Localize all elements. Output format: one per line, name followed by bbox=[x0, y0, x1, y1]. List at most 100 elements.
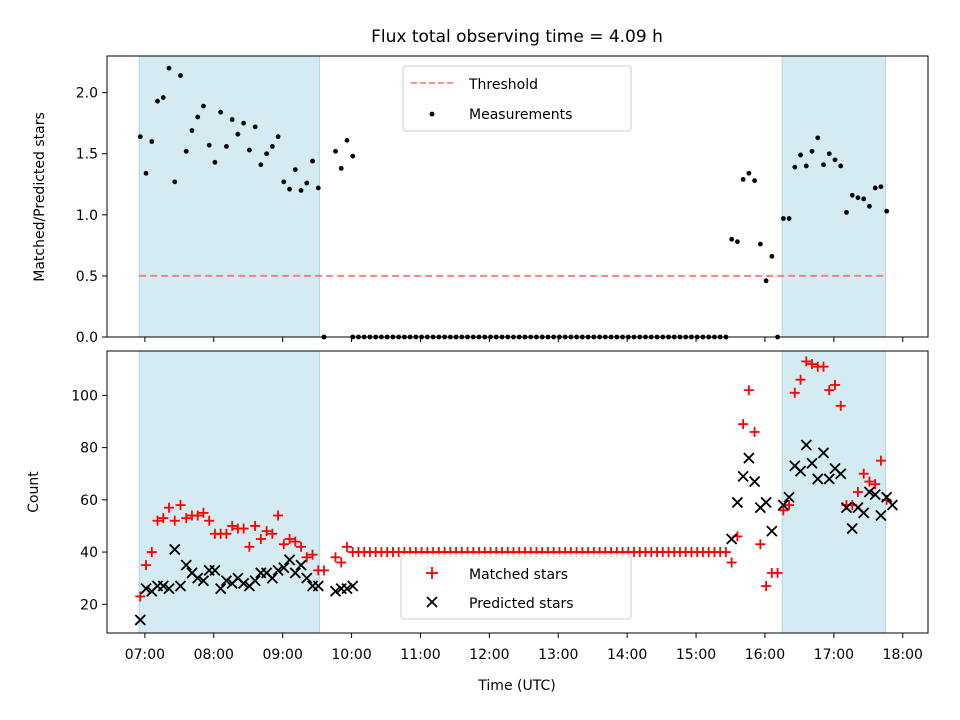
predicted-stars-point bbox=[192, 572, 204, 584]
bottom-y-axis-label: Count bbox=[26, 471, 42, 513]
matched-stars-point bbox=[198, 507, 209, 518]
matched-stars-point bbox=[852, 487, 863, 497]
bot-ytick-label: 40 bbox=[80, 545, 98, 561]
legend-threshold-label: Threshold bbox=[468, 77, 538, 93]
measurement-point bbox=[861, 196, 867, 202]
matched-stars-point bbox=[152, 515, 163, 526]
matched-stars-point bbox=[875, 455, 886, 466]
matched-stars-point bbox=[818, 361, 829, 372]
matched-stars-point bbox=[255, 534, 266, 544]
measurement-point bbox=[143, 170, 149, 176]
matched-stars-point bbox=[864, 476, 875, 487]
matched-stars-point bbox=[789, 387, 800, 398]
matched-stars-point bbox=[221, 528, 232, 539]
xtick-label: 08:00 bbox=[194, 647, 234, 663]
matched-stars-point bbox=[238, 523, 249, 534]
predicted-stars-point bbox=[157, 580, 169, 592]
bot-ytick-label: 80 bbox=[80, 441, 98, 457]
predicted-stars-point bbox=[134, 614, 146, 626]
matched-stars-point bbox=[261, 526, 272, 537]
bot-ytick-label: 20 bbox=[80, 597, 98, 613]
matched-stars-point bbox=[284, 534, 295, 544]
predicted-stars-point bbox=[197, 575, 210, 587]
bottom-legend-box bbox=[400, 553, 632, 620]
matched-stars-point bbox=[870, 479, 881, 490]
measurement-point bbox=[229, 117, 235, 122]
predicted-stars-point bbox=[869, 488, 881, 501]
predicted-stars-point bbox=[731, 496, 744, 509]
matched-stars-point bbox=[158, 513, 169, 524]
measurement-point bbox=[855, 195, 861, 201]
measurement-point bbox=[212, 159, 218, 165]
predicted-stars-point bbox=[266, 572, 278, 584]
predicted-stars-point bbox=[283, 554, 296, 566]
top-ytick-label: 2.0 bbox=[76, 86, 98, 102]
measurement-point bbox=[798, 152, 803, 158]
measurement-point bbox=[298, 187, 304, 193]
measurement-point bbox=[763, 278, 769, 284]
matched-stars-point bbox=[273, 510, 284, 521]
measurement-point bbox=[792, 164, 798, 170]
matched-stars-point bbox=[227, 520, 238, 531]
measurement-point bbox=[155, 98, 160, 104]
top-shaded-region-1 bbox=[781, 55, 887, 338]
measurement-point bbox=[734, 239, 740, 245]
predicted-stars-point bbox=[846, 522, 858, 535]
xtick-label: 11:00 bbox=[400, 647, 440, 663]
matched-stars-point bbox=[319, 565, 330, 576]
measurement-point bbox=[178, 73, 183, 78]
predicted-stars-point bbox=[238, 577, 250, 590]
xtick-label: 09:00 bbox=[263, 647, 303, 663]
predicted-stars-point bbox=[174, 580, 187, 592]
predicted-stars-point bbox=[817, 447, 830, 459]
predicted-stars-point bbox=[278, 562, 290, 574]
top-ytick-label: 0.5 bbox=[76, 269, 98, 285]
measurement-point bbox=[149, 139, 155, 144]
measurement-point bbox=[246, 147, 252, 153]
measurement-point bbox=[780, 216, 786, 221]
measurement-point bbox=[786, 216, 792, 221]
matched-stars-point bbox=[267, 528, 278, 539]
predicted-stars-point bbox=[272, 564, 284, 576]
matched-stars-point bbox=[807, 359, 818, 370]
measurement-point bbox=[315, 185, 321, 191]
measurement-point bbox=[166, 65, 172, 71]
top-y-axis-label: Matched/Predicted stars bbox=[32, 112, 48, 282]
predicted-stars-point bbox=[823, 473, 835, 485]
top-plot-frame bbox=[106, 55, 929, 338]
matched-stars-point bbox=[824, 385, 835, 396]
legend-matched-swatch bbox=[426, 567, 438, 579]
predicted-stars-point bbox=[726, 533, 738, 545]
measurement-point bbox=[809, 148, 815, 154]
xtick-label: 14:00 bbox=[607, 647, 647, 663]
measurement-point bbox=[757, 241, 763, 247]
matched-stars-point bbox=[835, 400, 846, 411]
xtick-label: 10:00 bbox=[331, 647, 371, 663]
xtick-label: 12:00 bbox=[469, 647, 509, 663]
matched-stars-point bbox=[778, 505, 789, 516]
legend-measurements-swatch bbox=[429, 111, 435, 117]
measurement-point bbox=[838, 163, 844, 169]
chart-title: Flux total observing time = 4.09 h bbox=[371, 27, 663, 47]
matched-stars-point bbox=[795, 374, 806, 385]
predicted-stars-point bbox=[743, 452, 755, 464]
measurement-point bbox=[867, 203, 872, 209]
matched-stars-point bbox=[738, 419, 749, 430]
measurement-point bbox=[206, 142, 212, 148]
bot-ytick-label: 100 bbox=[71, 388, 98, 404]
matched-stars-point bbox=[141, 560, 152, 571]
measurement-point bbox=[218, 109, 224, 115]
matched-stars-point bbox=[341, 541, 352, 552]
predicted-stars-point bbox=[886, 499, 899, 511]
measurement-point bbox=[201, 103, 206, 109]
matched-stars-point bbox=[204, 515, 215, 526]
predicted-stars-point bbox=[840, 502, 853, 514]
matched-stars-point bbox=[181, 513, 192, 524]
measurement-point bbox=[844, 209, 849, 215]
xtick-label: 07:00 bbox=[125, 647, 165, 663]
predicted-stars-point bbox=[249, 575, 261, 587]
measurement-point bbox=[189, 128, 195, 133]
measurement-point bbox=[746, 170, 752, 176]
measurement-point bbox=[269, 144, 275, 149]
